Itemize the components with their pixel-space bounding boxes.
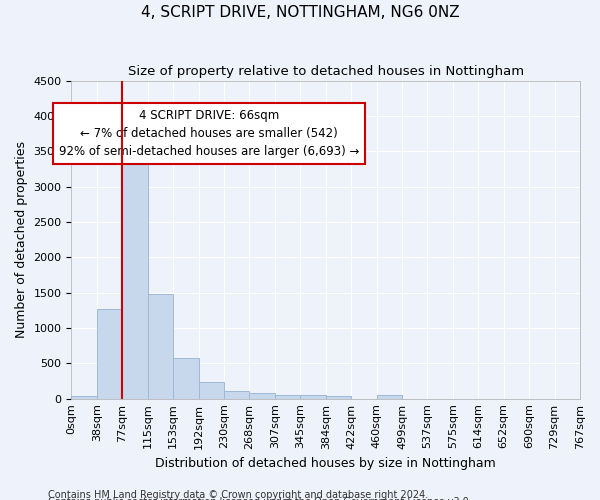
Y-axis label: Number of detached properties: Number of detached properties [15, 141, 28, 338]
Bar [300, 395, 326, 398]
Text: Contains HM Land Registry data © Crown copyright and database right 2024.: Contains HM Land Registry data © Crown c… [48, 490, 428, 500]
Bar [199, 382, 224, 398]
Bar [275, 395, 300, 398]
Bar [377, 395, 402, 398]
Bar [173, 358, 199, 399]
Bar [122, 151, 148, 398]
Text: Contains public sector information licensed under the Open Government Licence v3: Contains public sector information licen… [48, 497, 472, 500]
X-axis label: Distribution of detached houses by size in Nottingham: Distribution of detached houses by size … [155, 457, 496, 470]
Text: 4, SCRIPT DRIVE, NOTTINGHAM, NG6 0NZ: 4, SCRIPT DRIVE, NOTTINGHAM, NG6 0NZ [140, 5, 460, 20]
Text: 4 SCRIPT DRIVE: 66sqm
← 7% of detached houses are smaller (542)
92% of semi-deta: 4 SCRIPT DRIVE: 66sqm ← 7% of detached h… [59, 109, 359, 158]
Title: Size of property relative to detached houses in Nottingham: Size of property relative to detached ho… [128, 65, 524, 78]
Bar [148, 294, 173, 399]
Bar [250, 393, 275, 398]
Bar [97, 309, 122, 398]
Bar [224, 390, 250, 398]
Bar [71, 396, 97, 398]
Bar [326, 396, 351, 398]
